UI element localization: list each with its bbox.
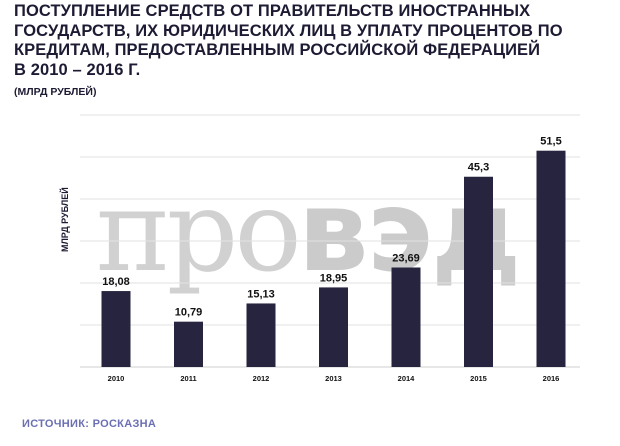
chart-title-line-1: ПОСТУПЛЕНИЕ СРЕДСТВ ОТ ПРАВИТЕЛЬСТВ ИНОС… [14, 2, 531, 20]
x-tick-label-2013: 2013 [325, 374, 342, 383]
chart-title-line-3: КРЕДИТАМ, ПРЕДОСТАВЛЕННЫМ РОССИЙСКОЙ ФЕД… [14, 41, 541, 59]
bar-2012 [246, 303, 276, 367]
bar-value-label-2014: 23,69 [392, 253, 420, 265]
chart-title: ПОСТУПЛЕНИЕ СРЕДСТВ ОТ ПРАВИТЕЛЬСТВ ИНОС… [14, 2, 614, 80]
x-tick-label-2016: 2016 [543, 374, 560, 383]
x-tick-label-2010: 2010 [108, 374, 125, 383]
chart-title-line-4: В 2010 – 2016 Г. [14, 60, 141, 79]
chart-subtitle: (МЛРД РУБЛЕЙ) [14, 86, 97, 98]
bar-2010 [101, 291, 131, 367]
x-tick-labels: 2010 2011 2012 2013 2014 2015 2016 [108, 374, 560, 383]
bar-value-label-2010: 18,08 [102, 276, 130, 288]
bar-2015 [464, 176, 493, 367]
x-tick-label-2015: 2015 [470, 374, 487, 383]
bar-2016 [536, 150, 566, 367]
bar-value-label-2013: 18,95 [320, 272, 348, 284]
bar-value-label-2015: 45,3 [468, 162, 489, 174]
bar-value-label-2011: 10,79 [175, 307, 203, 319]
bar-2011 [174, 321, 203, 367]
x-tick-label-2014: 2014 [398, 374, 416, 383]
bar-2013 [319, 287, 348, 367]
x-tick-label-2011: 2011 [180, 374, 196, 383]
bars [101, 150, 566, 367]
bar-value-labels: 18,08 10,79 15,13 18,95 23,69 45,3 51,5 [102, 136, 561, 319]
bar-value-label-2016: 51,5 [540, 136, 561, 148]
source-note: ИСТОЧНИК: РОСКАЗНА [22, 418, 157, 430]
watermark-light-text: про [96, 167, 302, 297]
y-axis-label: МЛРД РУБЛЕЙ [60, 187, 70, 252]
x-tick-label-2012: 2012 [253, 374, 270, 383]
bar-2014 [391, 267, 421, 367]
bar-value-label-2012: 15,13 [247, 288, 275, 300]
chart-title-line-2: ГОСУДАРСТВ, ИХ ЮРИДИЧЕСКИХ ЛИЦ В УПЛАТУ … [14, 21, 563, 40]
